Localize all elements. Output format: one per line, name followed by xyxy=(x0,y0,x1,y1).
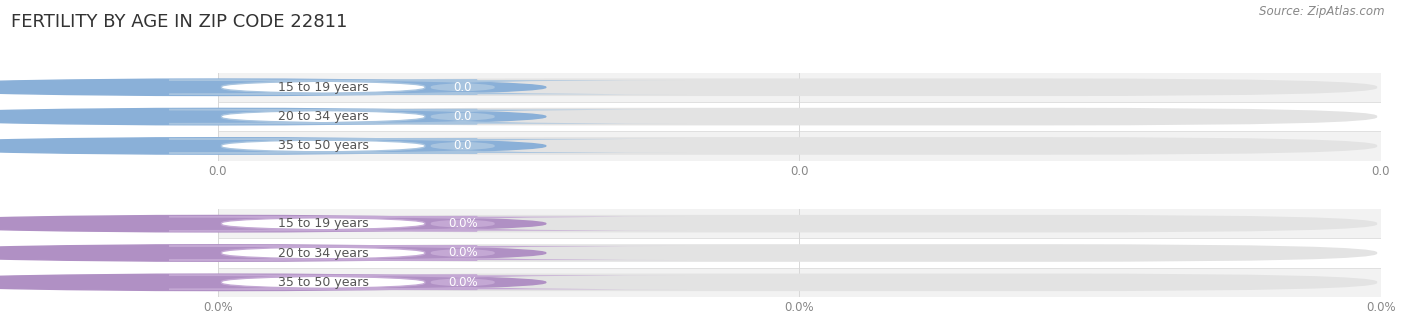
Bar xyxy=(218,102,1381,131)
FancyBboxPatch shape xyxy=(221,79,1378,96)
FancyBboxPatch shape xyxy=(169,275,477,289)
Text: 15 to 19 years: 15 to 19 years xyxy=(278,81,368,94)
FancyBboxPatch shape xyxy=(239,139,686,153)
Circle shape xyxy=(0,79,546,95)
FancyBboxPatch shape xyxy=(169,246,477,260)
Bar xyxy=(218,268,1381,297)
FancyBboxPatch shape xyxy=(239,216,686,231)
Text: 0.0: 0.0 xyxy=(454,110,472,123)
FancyBboxPatch shape xyxy=(169,80,477,94)
Circle shape xyxy=(0,274,546,290)
Circle shape xyxy=(0,108,546,125)
FancyBboxPatch shape xyxy=(239,80,686,94)
Text: 35 to 50 years: 35 to 50 years xyxy=(278,140,368,152)
Bar xyxy=(218,131,1381,161)
FancyBboxPatch shape xyxy=(239,246,686,260)
FancyBboxPatch shape xyxy=(221,274,1378,291)
FancyBboxPatch shape xyxy=(169,139,477,153)
Bar xyxy=(218,73,1381,102)
Text: 15 to 19 years: 15 to 19 years xyxy=(278,217,368,230)
Circle shape xyxy=(0,215,546,232)
Text: FERTILITY BY AGE IN ZIP CODE 22811: FERTILITY BY AGE IN ZIP CODE 22811 xyxy=(11,13,347,31)
Text: 20 to 34 years: 20 to 34 years xyxy=(278,247,368,259)
Bar xyxy=(218,209,1381,238)
FancyBboxPatch shape xyxy=(169,216,477,231)
FancyBboxPatch shape xyxy=(221,215,1378,232)
Text: 0.0: 0.0 xyxy=(454,140,472,152)
Bar xyxy=(218,238,1381,268)
Text: 0.0%: 0.0% xyxy=(449,247,478,259)
Text: 0.0: 0.0 xyxy=(454,81,472,94)
Circle shape xyxy=(0,138,546,154)
FancyBboxPatch shape xyxy=(221,108,1378,125)
Text: Source: ZipAtlas.com: Source: ZipAtlas.com xyxy=(1260,5,1385,18)
Text: 0.0%: 0.0% xyxy=(449,276,478,289)
Text: 35 to 50 years: 35 to 50 years xyxy=(278,276,368,289)
FancyBboxPatch shape xyxy=(221,137,1378,155)
Text: 20 to 34 years: 20 to 34 years xyxy=(278,110,368,123)
Text: 0.0%: 0.0% xyxy=(449,217,478,230)
FancyBboxPatch shape xyxy=(169,110,477,124)
FancyBboxPatch shape xyxy=(221,244,1378,262)
FancyBboxPatch shape xyxy=(239,110,686,124)
Circle shape xyxy=(0,245,546,261)
FancyBboxPatch shape xyxy=(239,275,686,289)
